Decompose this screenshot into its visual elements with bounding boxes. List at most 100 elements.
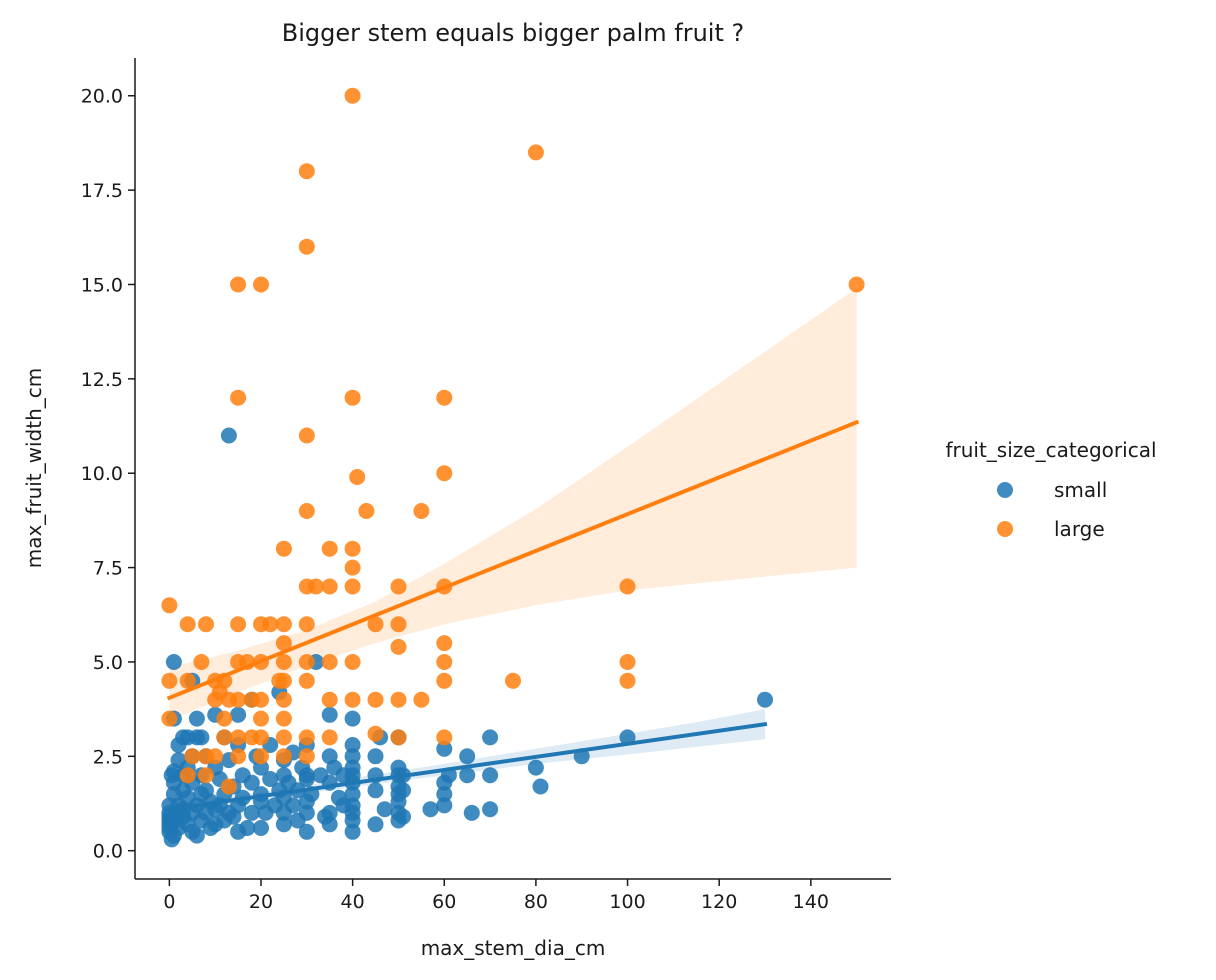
- point-small: [298, 823, 315, 840]
- point-large: [298, 503, 315, 519]
- point-large: [344, 559, 361, 576]
- x-tick-label: 0: [163, 891, 175, 913]
- x-tick-label: 140: [793, 891, 829, 913]
- x-tick-label: 60: [432, 891, 456, 913]
- point-small: [188, 827, 205, 844]
- point-large: [161, 597, 178, 614]
- point-small: [532, 778, 549, 795]
- point-small: [344, 786, 361, 803]
- point-large: [298, 729, 315, 746]
- point-large: [321, 578, 338, 595]
- y-tick-label: 15.0: [81, 274, 123, 296]
- point-large: [179, 672, 196, 689]
- point-small: [395, 782, 411, 799]
- point-large: [390, 578, 407, 595]
- legend-label-large: large: [1054, 517, 1105, 541]
- point-small: [321, 804, 338, 821]
- point-large: [230, 616, 247, 633]
- point-large: [321, 654, 338, 670]
- point-large: [436, 389, 453, 406]
- regression-line-small: [167, 721, 768, 812]
- point-small: [367, 816, 384, 833]
- point-large: [321, 729, 338, 746]
- point-large: [179, 767, 196, 784]
- point-large: [275, 540, 292, 557]
- point-small: [285, 797, 302, 814]
- point-small: [482, 729, 499, 746]
- point-large: [321, 540, 338, 557]
- legend-marker-small: [997, 482, 1013, 498]
- point-large: [505, 672, 521, 689]
- regression-line-large: [166, 419, 860, 701]
- point-small: [298, 767, 315, 784]
- point-large: [308, 578, 324, 595]
- chart-title: Bigger stem equals bigger palm fruit ?: [282, 19, 745, 47]
- point-large: [298, 427, 315, 444]
- legend: fruit_size_categorical small large: [945, 438, 1156, 541]
- point-small: [436, 797, 453, 814]
- point-small: [220, 427, 237, 444]
- point-small: [395, 808, 411, 825]
- point-large: [275, 654, 292, 670]
- point-small: [459, 748, 476, 765]
- point-large: [230, 729, 247, 746]
- point-large: [358, 503, 375, 519]
- point-large: [253, 691, 269, 708]
- point-large: [253, 748, 269, 765]
- point-large: [619, 654, 636, 670]
- point-large: [184, 748, 201, 765]
- x-tick-label: 40: [341, 891, 365, 913]
- point-large: [436, 465, 453, 482]
- point-small: [459, 767, 476, 784]
- point-large: [275, 635, 292, 652]
- point-large: [390, 616, 407, 633]
- x-tick-label: 20: [249, 891, 273, 913]
- point-small: [243, 774, 260, 791]
- point-large: [436, 672, 453, 689]
- data-points: [161, 87, 865, 848]
- point-large: [216, 710, 233, 727]
- point-small: [298, 804, 315, 821]
- point-large: [619, 578, 636, 595]
- point-small: [239, 820, 256, 836]
- point-large: [344, 389, 361, 406]
- point-small: [757, 691, 773, 708]
- point-small: [275, 816, 292, 833]
- y-tick-label: 10.0: [81, 463, 123, 485]
- legend-marker-large: [997, 521, 1013, 537]
- point-small: [344, 812, 361, 829]
- point-large: [161, 710, 178, 727]
- point-large: [349, 469, 366, 485]
- y-tick-label: 0.0: [93, 841, 123, 863]
- point-large: [413, 691, 430, 708]
- y-tick-label: 12.5: [81, 369, 123, 391]
- point-large: [298, 654, 315, 670]
- legend-label-small: small: [1054, 478, 1107, 502]
- point-large: [193, 654, 210, 670]
- legend-title: fruit_size_categorical: [945, 438, 1156, 462]
- point-small: [321, 706, 338, 723]
- point-large: [390, 691, 407, 708]
- point-small: [243, 804, 260, 821]
- point-small: [165, 654, 182, 670]
- point-small: [436, 786, 453, 803]
- y-tick-label: 20.0: [81, 86, 123, 108]
- point-large: [848, 276, 865, 293]
- point-large: [390, 638, 407, 655]
- x-tick-label: 120: [701, 891, 737, 913]
- point-large: [220, 778, 237, 795]
- point-large: [436, 635, 453, 652]
- y-tick-label: 17.5: [81, 180, 123, 202]
- point-large: [527, 144, 544, 161]
- x-axis-label: max_stem_dia_cm: [421, 936, 606, 960]
- point-large: [230, 389, 247, 406]
- x-tick-label: 100: [609, 891, 645, 913]
- point-small: [436, 740, 453, 757]
- point-large: [344, 540, 361, 557]
- point-large: [275, 616, 292, 633]
- point-large: [298, 672, 315, 689]
- point-small: [344, 767, 361, 784]
- point-large: [367, 616, 384, 633]
- y-ticks: 0.0 2.5 5.0 7.5 10.0 12.5 15.0 17.5 20.0: [81, 86, 135, 863]
